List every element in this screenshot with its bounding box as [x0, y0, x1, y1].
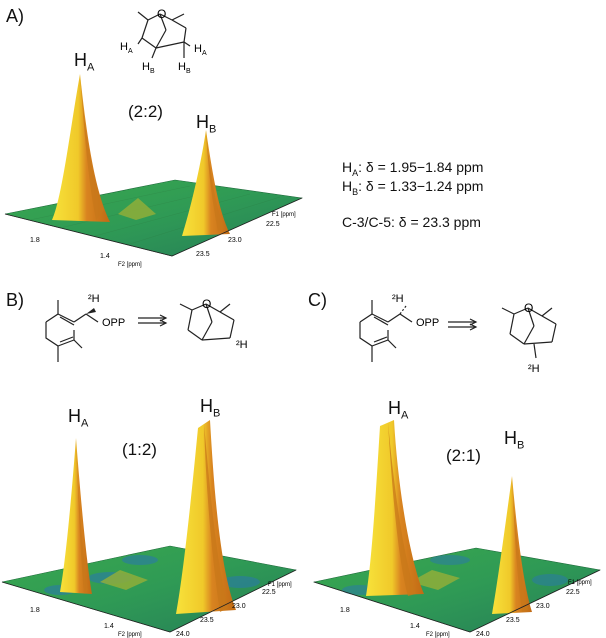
panel-a-f2-label: F2 [ppm] — [118, 262, 142, 268]
a-ha2-sub: A — [202, 50, 207, 57]
panel-c-f2-tick-2: 24.0 — [476, 631, 490, 638]
panel-a-ratio: (2:2) — [128, 102, 163, 121]
panel-a-peak-b-label: HB — [196, 112, 217, 136]
panel-c-f2-label: F2 [ppm] — [426, 632, 450, 638]
panel-a-peak-a — [52, 74, 110, 222]
panel-b-structure: ²H OPP O ²H — [45, 293, 248, 362]
panel-c-structure: ²H OPP O ²H — [359, 293, 557, 375]
panel-b-label: B) — [6, 290, 24, 310]
panel-c-f2-tick-1: 1.4 — [410, 623, 420, 630]
panel-b-f1-tick-0: 23.0 — [232, 603, 246, 610]
panel-b-peak-b-label: HB — [200, 396, 221, 420]
panel-b-f2-tick-1: 1.4 — [104, 623, 114, 630]
panel-b-f1-label: F1 [ppm] — [268, 582, 292, 588]
c-oxygen: O — [524, 301, 533, 315]
panel-b-ratio: (1:2) — [122, 440, 157, 459]
b-deuterium: ²H — [88, 293, 100, 305]
panel-b-f2-tick-3: 23.5 — [200, 617, 214, 624]
panel-a-f2-tick-1: 1.4 — [100, 253, 110, 260]
panel-a-f1-tick-0: 23.0 — [228, 237, 242, 244]
a-ha1-sub: A — [128, 48, 133, 55]
a-oxygen: O — [157, 7, 166, 21]
a-hb2: H — [178, 61, 186, 73]
panel-a-f2-tick-2: 23.5 — [196, 251, 210, 258]
panel-c-f2-tick-0: 1.8 — [340, 607, 350, 614]
panel-c-f1-label: F1 [ppm] — [568, 580, 592, 586]
panel-c-label: C) — [308, 290, 327, 310]
panel-b-peak-b — [176, 420, 236, 614]
shift-hb: HB: δ = 1.33−1.24 ppm — [342, 178, 484, 197]
panel-c-f1-tick-1: 23.0 — [536, 603, 550, 610]
panel-c-peak-b-label: HB — [504, 428, 525, 452]
panel-a-peak-a-label: HA — [74, 50, 95, 74]
c-opp: OPP — [416, 317, 439, 329]
a-hb1: H — [142, 61, 150, 73]
shift-carbon: C-3/C-5: δ = 23.3 ppm — [342, 214, 481, 230]
panel-a-spectrum: 1.8 1.4 F2 [ppm] 23.5 23.0 22.5 F1 [ppm] — [4, 74, 304, 268]
b-opp: OPP — [102, 317, 125, 329]
panel-a-f1-tick-1: 22.5 — [266, 221, 280, 228]
shift-ha: HA: δ = 1.95−1.84 ppm — [342, 159, 484, 178]
panel-c-spectrum: 1.8 1.4 F2 [ppm] 24.0 23.5 23.0 22.5 F1 … — [312, 420, 601, 638]
panel-c-peak-b — [492, 476, 532, 614]
c-deuterium: ²H — [392, 293, 404, 305]
panel-c-f1-tick-2: 22.5 — [566, 589, 580, 596]
c-product-deuterium: ²H — [528, 363, 540, 375]
panel-b-f2-label: F2 [ppm] — [118, 632, 142, 638]
panel-b-f2-tick-2: 24.0 — [176, 631, 190, 638]
panel-a-f1-label: F1 [ppm] — [272, 212, 296, 218]
b-oxygen: O — [202, 297, 211, 311]
panel-a-structure: O H A H A H B H B — [120, 7, 207, 74]
panel-c-f1-tick-0: 23.5 — [506, 617, 520, 624]
panel-b-peak-a — [60, 438, 92, 594]
panel-a-label: A) — [6, 6, 24, 26]
panel-c-peak-a-label: HA — [388, 398, 409, 422]
a-ha1: H — [120, 41, 128, 53]
panel-b-f2-tick-0: 1.8 — [30, 607, 40, 614]
a-hb1-sub: B — [150, 68, 155, 74]
a-hb2-sub: B — [186, 68, 191, 74]
panel-c-ratio: (2:1) — [446, 446, 481, 465]
panel-a-f2-tick-0: 1.8 — [30, 237, 40, 244]
panel-b-peak-a-label: HA — [68, 406, 89, 430]
a-ha2: H — [194, 43, 202, 55]
panel-b-spectrum: 1.8 1.4 F2 [ppm] 24.0 23.5 23.0 22.5 F1 … — [1, 420, 297, 638]
panel-b-f1-tick-1: 22.5 — [262, 589, 276, 596]
b-product-deuterium: ²H — [236, 339, 248, 351]
